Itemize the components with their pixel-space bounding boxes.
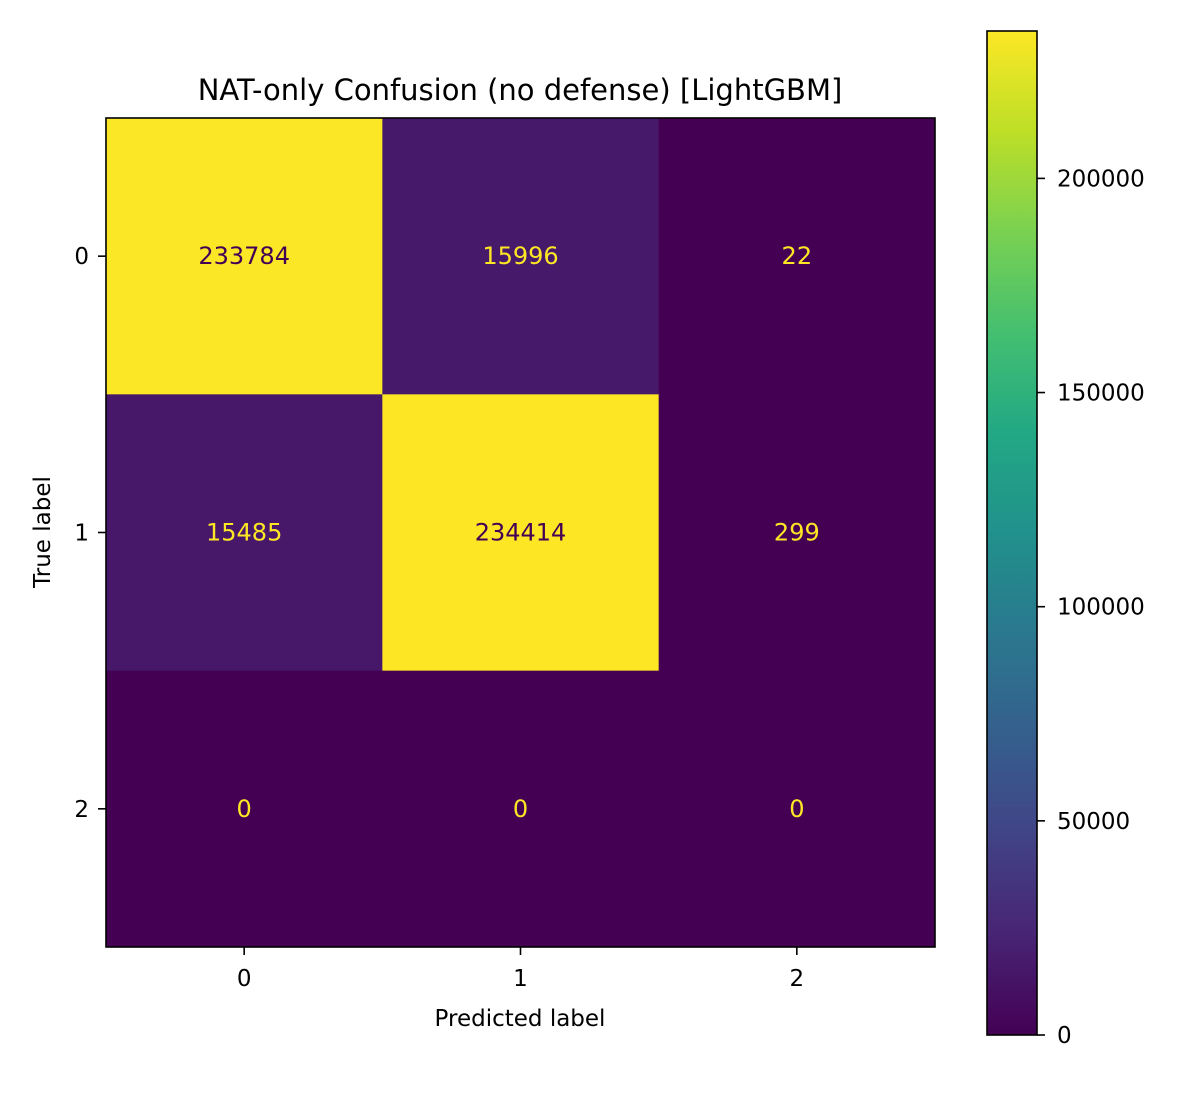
heatmap-cell	[106, 118, 383, 395]
heatmap-cells	[106, 118, 936, 948]
colorbar-tick-label: 100000	[1057, 595, 1145, 621]
x-axis-label: Predicted label	[435, 1006, 606, 1032]
chart-title: NAT-only Confusion (no defense) [LightGB…	[198, 73, 843, 107]
cell-value-label: 0	[237, 795, 252, 823]
heatmap-cell	[382, 394, 660, 672]
heatmap-cell	[658, 394, 936, 672]
colorbar-tick-label: 0	[1057, 1023, 1072, 1049]
y-tick-label: 1	[74, 521, 89, 547]
cell-value-label: 233784	[198, 242, 290, 270]
x-axis-ticks: 0 1 2	[237, 947, 804, 992]
cell-value-label: 15996	[482, 242, 558, 270]
colorbar-tick-label: 50000	[1057, 809, 1130, 835]
colorbar-tick-label: 150000	[1057, 381, 1145, 407]
y-tick-label: 2	[74, 797, 89, 823]
heatmap-cell	[658, 118, 936, 395]
y-tick-label: 0	[74, 244, 89, 270]
y-axis-label: True label	[30, 476, 56, 589]
colorbar	[987, 31, 1037, 1035]
heatmap-cell	[382, 118, 660, 395]
heatmap-cell	[658, 670, 936, 948]
x-tick-label: 2	[790, 966, 805, 992]
heatmap-cell	[106, 394, 383, 672]
colorbar-tick-label: 200000	[1057, 166, 1145, 192]
heatmap-cell	[382, 670, 660, 948]
heatmap-cell-labels: 233784 15996 22 15485 234414 299 0 0 0	[198, 242, 819, 823]
cell-value-label: 299	[774, 519, 820, 547]
cell-value-label: 22	[782, 242, 813, 270]
cell-value-label: 0	[789, 795, 804, 823]
x-tick-label: 0	[237, 966, 252, 992]
cell-value-label: 0	[513, 795, 528, 823]
x-tick-label: 1	[513, 966, 528, 992]
heatmap-cell	[106, 670, 383, 948]
cell-value-label: 234414	[475, 519, 567, 547]
colorbar-ticks: 0 50000 100000 150000 200000	[1037, 166, 1145, 1049]
y-axis-ticks: 0 1 2	[74, 244, 106, 823]
colorbar-frame	[986, 30, 1038, 1036]
cell-value-label: 15485	[206, 519, 282, 547]
